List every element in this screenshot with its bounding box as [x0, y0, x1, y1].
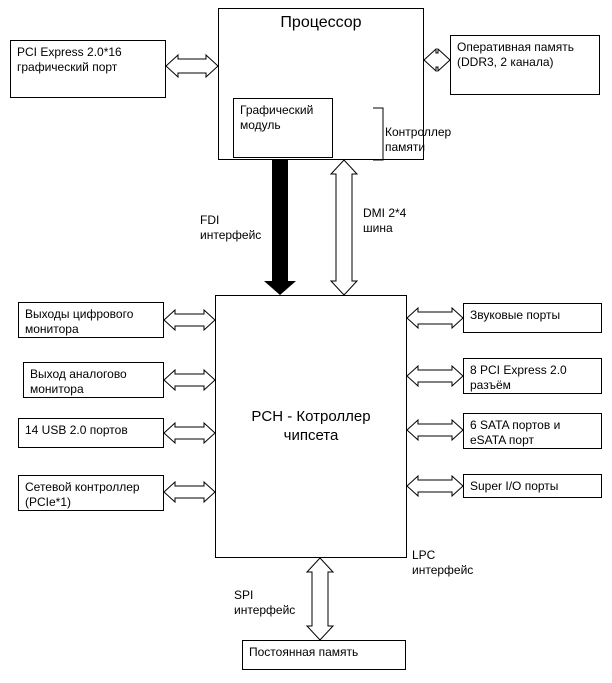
box-usb: 14 USB 2.0 портов: [18, 418, 164, 448]
box-gfx_module: Графический модуль: [233, 98, 333, 158]
box-analog_out: Выход аналогово монитора: [23, 362, 164, 398]
connector-pch_digi: [164, 310, 215, 330]
connector-pch_net: [164, 482, 215, 502]
box-superio: Super I/O порты: [463, 474, 602, 498]
box-sata-label: 6 SATA портов и eSATA порт: [470, 418, 595, 444]
box-processor-label: Процессор: [280, 13, 361, 33]
connector-pch_rom: [307, 558, 333, 640]
box-ram: Оперативная память (DDR3, 2 канала): [450, 35, 600, 95]
connector-gfx_fdi: [264, 160, 296, 295]
box-pcie_gfx-label: PCI Express 2.0*16 графический порт: [17, 45, 159, 93]
box-superio-label: Super I/O порты: [470, 479, 558, 493]
box-pcie_gfx: PCI Express 2.0*16 графический порт: [10, 40, 166, 98]
box-usb-label: 14 USB 2.0 портов: [25, 423, 128, 443]
box-net: Сетевой контроллер (PCIe*1): [18, 475, 164, 511]
box-pch: PCH - Котроллер чипсета: [215, 295, 407, 558]
connector-pch_sio: [407, 476, 463, 496]
connector-pch_sata: [407, 420, 463, 440]
label-lpc: LPC интерфейс: [412, 548, 473, 578]
connector-pch_analog: [164, 370, 215, 390]
label-spi: SPI интерфейс: [234, 588, 295, 618]
box-audio-label: Звуковые порты: [470, 308, 560, 328]
box-ram-label: Оперативная память (DDR3, 2 канала): [457, 40, 593, 90]
label-mem_ctrl: Контроллер памяти: [385, 125, 451, 155]
box-pcie_slots-label: 8 PCI Express 2.0 разъём: [470, 363, 595, 389]
box-analog_out-label: Выход аналогово монитора: [30, 367, 157, 393]
box-rom-label: Постоянная память: [249, 645, 358, 665]
box-digi_out-label: Выходы цифрового монитора: [25, 307, 157, 333]
connector-pch_usb: [164, 423, 215, 443]
label-fdi: FDI интерфейс: [200, 213, 261, 243]
box-sata: 6 SATA портов и eSATA порт: [463, 413, 602, 449]
connector-pch_audio: [407, 308, 463, 328]
box-gfx_module-label: Графический модуль: [240, 103, 326, 153]
box-pch-label: PCH - Котроллер чипсета: [222, 408, 400, 446]
box-net-label: Сетевой контроллер (PCIe*1): [25, 480, 157, 506]
box-audio: Звуковые порты: [463, 303, 602, 333]
connector-proc_pcie: [166, 55, 218, 77]
connector-pch_pcie: [407, 366, 463, 386]
connector-proc_dmi: [331, 160, 357, 295]
box-digi_out: Выходы цифрового монитора: [18, 302, 164, 338]
box-pcie_slots: 8 PCI Express 2.0 разъём: [463, 358, 602, 394]
diagram-stage: Процессор PCI Express 2.0*16 графический …: [0, 0, 612, 683]
connector-mc_stub: [373, 108, 383, 160]
label-dmi: DMI 2*4 шина: [363, 206, 406, 236]
connector-proc_ram: [424, 49, 450, 71]
box-rom: Постоянная память: [242, 640, 406, 670]
